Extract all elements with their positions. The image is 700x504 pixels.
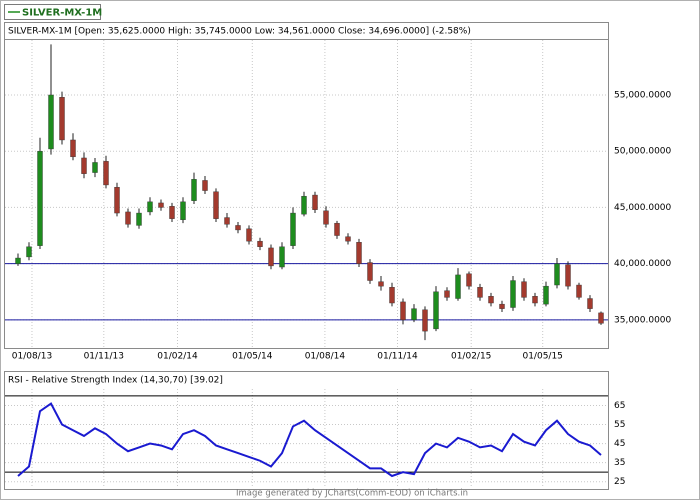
price-panel	[4, 22, 609, 349]
candle-body	[323, 210, 329, 225]
candle-body	[301, 195, 307, 215]
candle-body	[400, 301, 406, 321]
y-tick-label: 55,000.0000	[614, 90, 672, 100]
candle-body	[70, 139, 76, 158]
candle-body	[169, 206, 175, 219]
candle-body	[26, 246, 32, 258]
candle-body	[246, 228, 252, 242]
legend-box	[4, 4, 101, 20]
candle-body	[444, 290, 450, 298]
candle-body	[510, 280, 516, 308]
x-tick-label: 01/11/13	[84, 352, 124, 362]
candle-body	[543, 285, 549, 305]
candle-body	[158, 202, 164, 208]
candle-body	[389, 287, 395, 304]
candle-body	[279, 246, 285, 268]
candle-body	[455, 274, 461, 299]
candle-body	[499, 303, 505, 309]
y-tick-label: 55	[614, 420, 625, 430]
candle-body	[433, 291, 439, 330]
y-tick-label: 40,000.0000	[614, 259, 672, 269]
x-tick-label: 01/05/15	[522, 352, 562, 362]
candle-body	[587, 298, 593, 309]
candle-body	[224, 217, 230, 225]
candle-body	[367, 262, 373, 281]
candle-body	[202, 180, 208, 191]
candle-body	[422, 309, 428, 332]
legend-label: SILVER-MX-1M	[22, 8, 102, 19]
y-tick-label: 50,000.0000	[614, 147, 672, 157]
candle-body	[103, 161, 109, 186]
candle-body	[532, 296, 538, 304]
candle-body	[554, 263, 560, 286]
candle-body	[136, 212, 142, 226]
candle-body	[411, 308, 417, 321]
y-tick-label: 45,000.0000	[614, 203, 672, 213]
rsi-line	[17, 402, 602, 478]
candle-body	[180, 201, 186, 221]
y-tick-label: 45	[614, 439, 625, 449]
candle-body	[37, 151, 43, 246]
y-tick-label: 65	[614, 401, 625, 411]
footer: Image generated by JCharts(Comm-EOD) on …	[236, 489, 468, 499]
candle-body	[356, 242, 362, 264]
candle-body	[213, 191, 219, 219]
candle-body	[345, 236, 351, 242]
candle-body	[191, 179, 197, 201]
candle-body	[59, 97, 65, 141]
candle-body	[48, 94, 54, 150]
candle-body	[147, 201, 153, 213]
y-tick-label: 35,000.0000	[614, 315, 672, 325]
x-tick-label: 01/11/14	[377, 352, 418, 362]
candle-body	[565, 264, 571, 287]
candle-body	[488, 296, 494, 304]
x-tick-label: 01/02/14	[157, 352, 198, 362]
candle-body	[114, 186, 120, 214]
y-tick-label: 35	[614, 458, 625, 468]
candle-body	[235, 225, 241, 231]
candle-body	[334, 222, 340, 236]
x-tick-label: 01/08/13	[12, 352, 52, 362]
price-title: SILVER-MX-1M [Open: 35,625.0000 High: 35…	[8, 27, 471, 37]
x-tick-label: 01/02/15	[451, 352, 491, 362]
candle-body	[466, 273, 472, 287]
candle-body	[268, 247, 274, 267]
candle-body	[598, 312, 604, 324]
candle-body	[257, 240, 263, 247]
candle-body	[521, 281, 527, 298]
candle-body	[125, 211, 131, 225]
candle-body	[477, 287, 483, 298]
candle-body	[312, 194, 318, 210]
rsi-panel	[4, 371, 609, 490]
candle-body	[81, 157, 87, 174]
candle-body	[15, 257, 21, 264]
candle-body	[576, 284, 582, 298]
candle-body	[378, 281, 384, 287]
x-tick-label: 01/05/14	[232, 352, 273, 362]
rsi-title: RSI - Relative Strength Index (14,30,70)…	[8, 376, 223, 386]
x-tick-label: 01/08/14	[305, 352, 346, 362]
y-tick-label: 25	[614, 477, 625, 487]
candle-body	[92, 162, 98, 173]
candle-body	[290, 212, 296, 246]
